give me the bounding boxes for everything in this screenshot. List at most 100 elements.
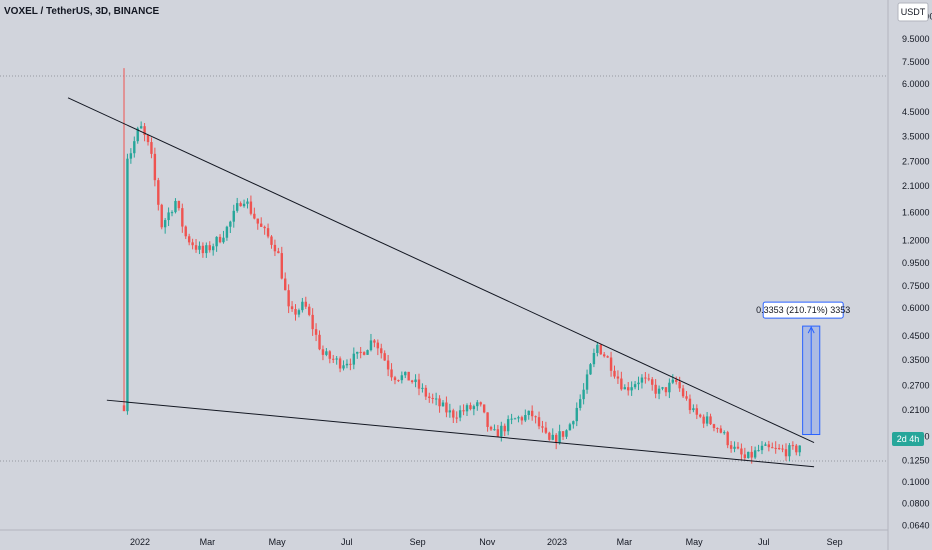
x-tick-label: Jul <box>758 537 770 547</box>
measure-label-box <box>762 301 844 319</box>
candle-body <box>235 203 239 211</box>
candle-body <box>321 349 325 355</box>
candle-body <box>743 454 747 459</box>
trendline-upper[interactable] <box>67 97 815 444</box>
candle-body <box>335 358 338 360</box>
y-tick-label: 0.2100 <box>902 405 930 415</box>
candle-body <box>362 352 366 355</box>
candle-body <box>585 374 589 390</box>
candle-body <box>181 208 184 227</box>
y-tick-label: 3.5000 <box>902 131 930 141</box>
candle-body <box>582 389 585 400</box>
candle-body <box>311 314 314 330</box>
candle-body <box>431 397 434 399</box>
candle-body <box>520 417 524 421</box>
candle-body <box>613 370 616 377</box>
candle-body <box>352 353 356 365</box>
candle-body <box>489 426 493 430</box>
x-tick-label: Mar <box>200 537 216 547</box>
candle-body <box>253 213 256 219</box>
candle-body <box>681 388 685 397</box>
candle-body <box>726 432 729 446</box>
currency-button[interactable]: USDT <box>897 2 929 22</box>
candle-body <box>760 445 764 451</box>
measure-label: 0.3353 (210.71%) 3353 <box>756 305 850 315</box>
candle-body <box>462 410 465 412</box>
candle-body <box>627 387 630 391</box>
candle-body <box>620 378 623 390</box>
candle-body <box>657 388 661 394</box>
candle-body <box>284 278 287 291</box>
candle-body <box>771 447 774 449</box>
candle-body <box>647 378 650 380</box>
candle-body <box>308 306 311 315</box>
candle-body <box>129 153 133 159</box>
candle-body <box>644 377 647 379</box>
candle-body <box>205 245 208 254</box>
candle-body <box>184 226 187 237</box>
x-tick-label: Sep <box>410 537 426 547</box>
candle-body <box>393 377 397 381</box>
candle-body <box>561 431 565 437</box>
candle-body <box>527 410 530 416</box>
candle-body <box>325 351 328 355</box>
candle-body <box>719 428 723 433</box>
candle-body <box>194 245 198 250</box>
candles-layer <box>122 68 801 464</box>
measure-tool[interactable]: 0.3353 (210.71%) 3353 <box>756 301 850 436</box>
candle-body <box>472 406 476 410</box>
candle-body <box>496 429 500 437</box>
candle-body <box>500 425 503 437</box>
candle-body <box>675 379 678 382</box>
trendline-lower[interactable] <box>106 399 815 468</box>
candle-body <box>280 253 283 279</box>
candle-body <box>345 363 349 366</box>
candle-body <box>290 306 294 310</box>
candle-body <box>448 410 452 413</box>
trendlines-layer <box>67 97 815 468</box>
candle-body <box>338 358 342 369</box>
x-tick-label: Jul <box>341 537 353 547</box>
candle-body <box>558 431 561 443</box>
y-tick-label: 9.5000 <box>902 34 930 44</box>
candle-body <box>589 364 592 375</box>
chart-title: VOXEL / TetherUS, 3D, BINANCE <box>4 6 160 17</box>
candle-body <box>530 410 534 417</box>
candle-body <box>438 398 441 407</box>
candle-body <box>551 434 554 440</box>
candle-body <box>390 369 393 378</box>
y-tick-label: 4.5000 <box>902 107 930 117</box>
candle-body <box>633 384 637 388</box>
candle-body <box>469 405 472 410</box>
candle-body <box>201 245 205 254</box>
candle-body <box>777 448 781 450</box>
candle-body <box>174 200 177 213</box>
candle-body <box>548 432 551 440</box>
candle-body <box>222 237 225 243</box>
candle-body <box>695 408 699 415</box>
candle-body <box>359 351 362 353</box>
candle-body <box>163 220 167 228</box>
y-tick-label: 0.1000 <box>902 477 930 487</box>
measure-arrow-head <box>807 325 815 334</box>
candle-body <box>565 430 568 437</box>
candle-body <box>266 228 270 237</box>
candle-body <box>452 410 455 418</box>
candle-body <box>733 446 736 449</box>
candle-body <box>146 134 150 143</box>
candle-body <box>753 450 757 458</box>
candle-body <box>671 379 675 383</box>
candle-body <box>441 402 445 407</box>
candle-body <box>150 142 153 154</box>
candle-body <box>606 356 609 358</box>
candle-body <box>524 415 527 421</box>
candle-body <box>314 329 318 335</box>
candle-body <box>410 380 414 383</box>
candle-body <box>637 382 640 385</box>
y-tick-label: 0.7500 <box>902 281 930 291</box>
y-tick-label: 1.6000 <box>902 207 930 217</box>
candle-body <box>218 236 222 243</box>
candle-body <box>417 379 421 389</box>
candle-body <box>434 398 438 400</box>
